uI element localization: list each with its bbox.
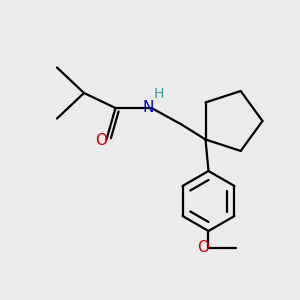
Text: O: O xyxy=(197,240,209,255)
Text: H: H xyxy=(154,88,164,101)
Text: N: N xyxy=(142,100,154,115)
Text: O: O xyxy=(95,133,107,148)
